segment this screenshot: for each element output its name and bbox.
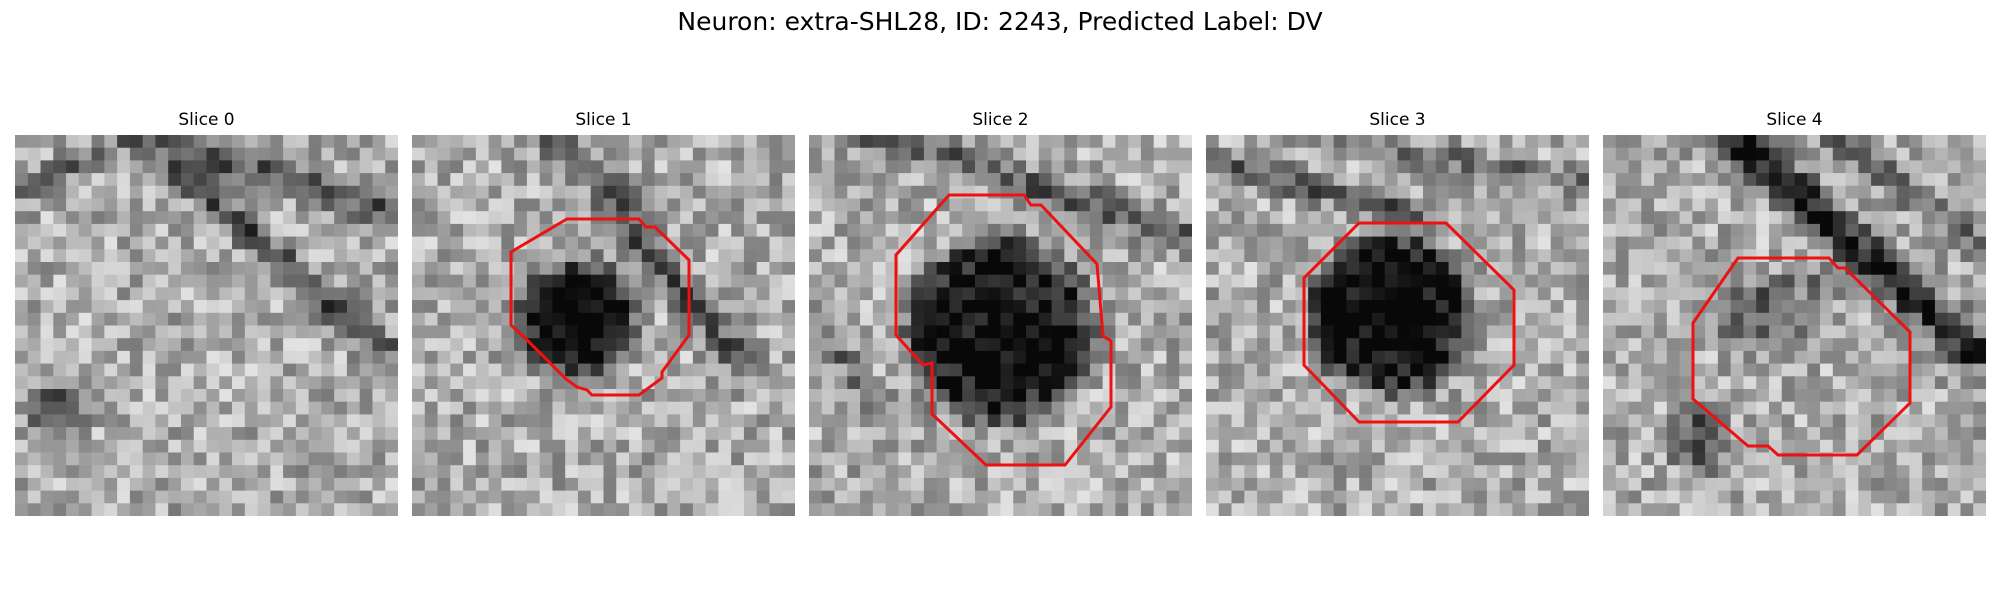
slice-title: Slice 3 bbox=[1369, 110, 1426, 130]
slice-image bbox=[1206, 135, 1589, 516]
slice-image bbox=[15, 135, 398, 516]
slice-title: Slice 1 bbox=[575, 110, 632, 130]
slice-image bbox=[809, 135, 1192, 516]
neuron-contour bbox=[894, 193, 1113, 467]
slice-title: Slice 4 bbox=[1766, 110, 1823, 130]
figure-title: Neuron: extra-SHL28, ID: 2243, Predicted… bbox=[677, 7, 1323, 36]
neuron-contour bbox=[1691, 256, 1912, 457]
neuron-contour bbox=[1302, 221, 1516, 424]
slice-title: Slice 2 bbox=[972, 110, 1029, 130]
slice-image bbox=[1603, 135, 1986, 516]
slice-image bbox=[412, 135, 795, 516]
neuron-contour bbox=[509, 217, 691, 397]
slice-title: Slice 0 bbox=[178, 110, 235, 130]
